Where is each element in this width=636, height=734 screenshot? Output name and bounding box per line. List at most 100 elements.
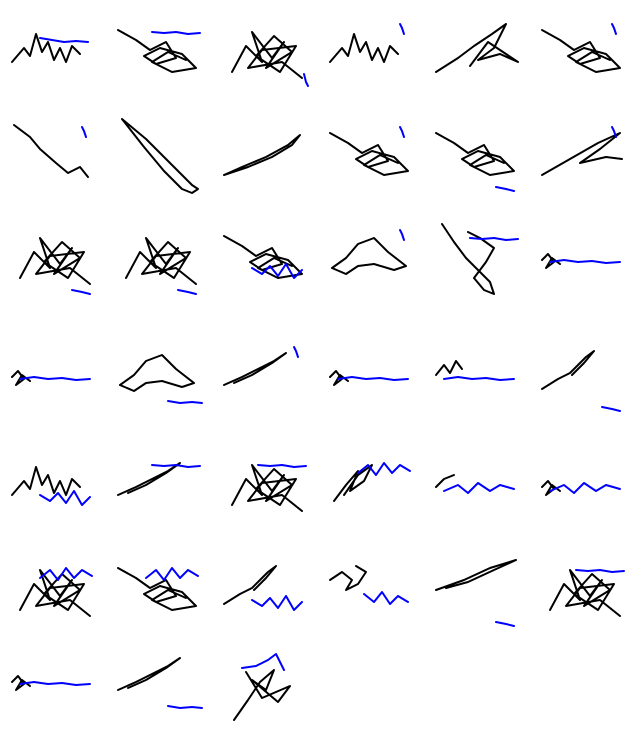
trajectory-33-path — [223, 565, 277, 605]
trajectory-35 — [435, 559, 517, 627]
trajectory-31-extension — [39, 567, 93, 581]
trajectory-26-path — [117, 462, 181, 496]
trajectory-01 — [11, 33, 89, 63]
trajectory-24 — [541, 350, 621, 412]
trajectory-29-path — [435, 474, 455, 488]
trajectory-10-extension — [399, 126, 405, 138]
trajectory-29 — [435, 474, 515, 494]
trajectory-23-extension — [443, 376, 515, 381]
trajectory-13-extension — [71, 289, 91, 295]
trajectory-36-extension — [575, 569, 625, 573]
trajectory-35-extension — [495, 621, 515, 627]
trajectory-24-path — [541, 350, 595, 390]
trajectory-25-path — [11, 466, 81, 496]
trajectory-13-path — [19, 237, 91, 285]
trajectory-24-extension — [601, 406, 621, 412]
trajectory-03-path — [231, 31, 303, 79]
trajectory-25-extension — [39, 490, 91, 506]
trajectory-04-extension — [399, 23, 405, 35]
trajectory-07 — [13, 124, 89, 178]
trajectory-10-path — [329, 132, 409, 176]
trajectory-38-extension — [167, 705, 203, 709]
trajectory-13 — [19, 237, 91, 295]
trajectory-17-path — [441, 223, 495, 295]
trajectory-27-path — [231, 464, 303, 512]
trajectory-33-extension — [251, 595, 303, 611]
trajectory-31-path — [19, 569, 91, 617]
trajectory-16 — [331, 229, 407, 275]
trajectory-34-extension — [363, 591, 409, 605]
trajectory-37-path — [11, 675, 31, 691]
trajectory-07-extension — [81, 126, 87, 138]
trajectory-19-path — [11, 370, 31, 386]
trajectory-02-extension — [151, 31, 201, 35]
trajectory-39-path — [233, 669, 291, 721]
trajectory-18 — [541, 253, 621, 269]
trajectory-01-extension — [39, 37, 89, 43]
trajectory-11-extension — [495, 186, 515, 192]
trajectory-20 — [119, 354, 203, 404]
trajectory-18-extension — [549, 259, 621, 264]
trajectory-32 — [117, 567, 199, 611]
trajectory-09-path — [223, 134, 301, 176]
trajectory-14-extension — [177, 289, 197, 295]
trajectory-06-extension — [611, 23, 617, 35]
trajectory-37 — [11, 675, 91, 691]
trajectory-32-path — [117, 567, 197, 611]
trajectory-04 — [329, 23, 405, 63]
trajectory-19 — [11, 370, 91, 386]
trajectory-36 — [549, 569, 625, 617]
trajectory-05 — [435, 23, 519, 73]
trajectory-09 — [223, 134, 301, 176]
trajectory-30 — [541, 480, 621, 496]
trajectory-06-path — [541, 29, 621, 73]
trajectory-17 — [441, 223, 519, 295]
trajectory-12-extension — [611, 126, 617, 138]
trajectory-25 — [11, 466, 91, 506]
trajectory-14 — [125, 237, 197, 295]
trajectory-11-path — [435, 132, 515, 176]
trajectory-12-path — [541, 132, 623, 176]
trajectory-34-path — [329, 565, 367, 591]
trajectory-34 — [329, 565, 409, 605]
trajectory-20-extension — [167, 400, 203, 404]
trajectory-18-path — [541, 253, 561, 269]
trajectory-30-extension — [549, 482, 621, 494]
trajectory-02-path — [117, 29, 197, 73]
trajectory-35-path — [435, 559, 517, 591]
trajectory-16-extension — [399, 229, 405, 241]
trajectory-panels — [11, 23, 625, 721]
trajectory-21-path — [223, 352, 287, 386]
trajectory-27 — [231, 464, 307, 512]
trajectory-38-path — [117, 657, 181, 691]
trajectory-19-extension — [19, 376, 91, 381]
trajectory-32-extension — [145, 567, 199, 581]
trajectory-03 — [231, 31, 309, 87]
trajectory-23 — [435, 360, 515, 381]
trajectory-15-extension — [251, 263, 303, 279]
trajectory-22-extension — [337, 376, 409, 381]
trajectory-22-path — [329, 370, 349, 386]
trajectory-11 — [435, 132, 515, 192]
trajectory-12 — [541, 126, 623, 176]
trajectory-20-path — [119, 354, 195, 392]
trajectory-08-path — [121, 118, 199, 194]
trajectory-08 — [121, 118, 199, 194]
trajectory-04-path — [329, 33, 399, 63]
trajectory-21 — [223, 346, 299, 386]
trajectory-01-path — [11, 33, 81, 63]
trajectory-28-path — [333, 464, 373, 502]
trajectory-03-extension — [303, 73, 309, 87]
trajectory-29-extension — [443, 482, 515, 494]
trajectory-14-path — [125, 237, 197, 285]
trajectory-27-extension — [257, 464, 307, 468]
trajectory-37-extension — [19, 681, 91, 686]
trajectory-15-path — [223, 235, 303, 279]
trajectory-36-path — [549, 569, 621, 617]
trajectory-05-path — [435, 23, 519, 73]
trajectory-10 — [329, 126, 409, 176]
trajectory-21-extension — [293, 346, 299, 358]
trajectory-26-extension — [151, 464, 201, 468]
